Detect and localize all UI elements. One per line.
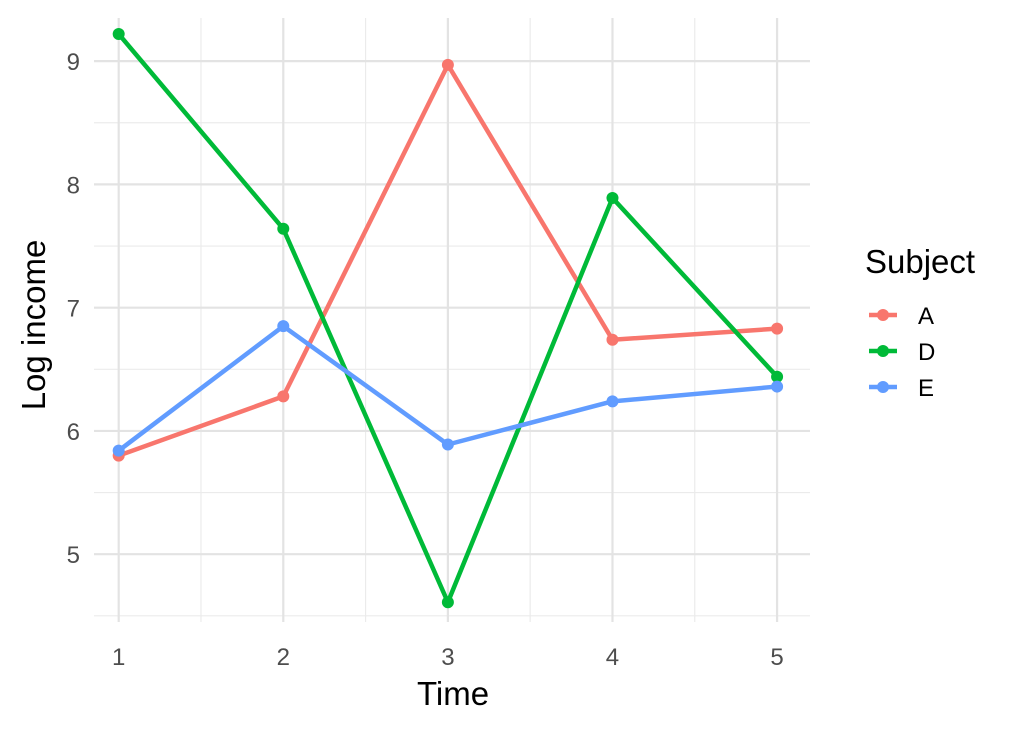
legend-label: A xyxy=(918,303,934,330)
data-point-A xyxy=(277,390,290,403)
y-axis-title: Log income xyxy=(15,240,52,411)
data-point-A xyxy=(606,333,619,346)
y-tick-label: 5 xyxy=(67,542,80,569)
x-tick-label: 3 xyxy=(441,644,454,671)
data-point-E xyxy=(771,380,784,393)
x-axis-title: Time xyxy=(417,675,489,712)
data-point-E xyxy=(112,444,125,457)
series-E xyxy=(112,320,784,457)
y-axis-tick-labels: 5 6 7 8 9 xyxy=(67,49,80,569)
data-point-A xyxy=(441,58,454,71)
legend-key-point xyxy=(877,381,889,393)
x-axis-tick-labels: 1 2 3 4 5 xyxy=(112,644,784,671)
data-point-E xyxy=(606,395,619,408)
legend-label: D xyxy=(918,339,935,366)
y-tick-label: 9 xyxy=(67,49,80,76)
legend-item-A: A xyxy=(869,303,934,330)
legend-items: ADE xyxy=(869,303,935,402)
data-point-A xyxy=(771,322,784,335)
legend: Subject ADE xyxy=(865,243,975,402)
y-tick-label: 7 xyxy=(67,296,80,323)
data-point-E xyxy=(277,320,290,333)
legend-title: Subject xyxy=(865,243,975,280)
data-point-E xyxy=(441,438,454,451)
data-point-D xyxy=(277,222,290,235)
legend-item-D: D xyxy=(869,339,935,366)
data-point-D xyxy=(441,596,454,609)
legend-item-E: E xyxy=(869,375,934,402)
data-point-D xyxy=(771,370,784,383)
x-tick-label: 1 xyxy=(112,644,125,671)
series-D xyxy=(112,28,784,609)
y-tick-label: 6 xyxy=(67,419,80,446)
legend-key-point xyxy=(877,345,889,357)
legend-key-point xyxy=(877,309,889,321)
x-tick-label: 2 xyxy=(277,644,290,671)
data-point-D xyxy=(606,191,619,204)
data-point-D xyxy=(112,28,125,41)
y-tick-label: 8 xyxy=(67,172,80,199)
series-layer xyxy=(112,28,784,609)
minor-gridlines xyxy=(94,18,810,622)
legend-label: E xyxy=(918,375,934,402)
x-tick-label: 4 xyxy=(606,644,619,671)
x-tick-label: 5 xyxy=(770,644,783,671)
